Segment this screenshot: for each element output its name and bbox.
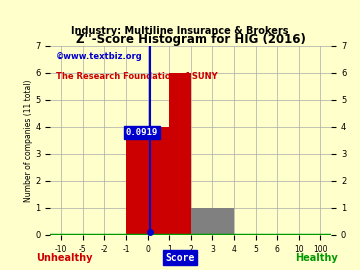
Text: 0.0919: 0.0919 (126, 128, 158, 137)
Text: The Research Foundation of SUNY: The Research Foundation of SUNY (56, 72, 218, 81)
Title: Z''-Score Histogram for HIG (2016): Z''-Score Histogram for HIG (2016) (76, 33, 306, 46)
Text: ©www.textbiz.org: ©www.textbiz.org (56, 52, 143, 60)
Text: Unhealthy: Unhealthy (37, 253, 93, 263)
Bar (191, 208, 234, 235)
Text: Industry: Multiline Insurance & Brokers: Industry: Multiline Insurance & Brokers (71, 26, 289, 36)
Y-axis label: Number of companies (11 total): Number of companies (11 total) (23, 79, 32, 202)
Bar (169, 73, 191, 235)
Text: Healthy: Healthy (296, 253, 338, 263)
Text: Score: Score (165, 253, 195, 263)
Bar (126, 127, 169, 235)
